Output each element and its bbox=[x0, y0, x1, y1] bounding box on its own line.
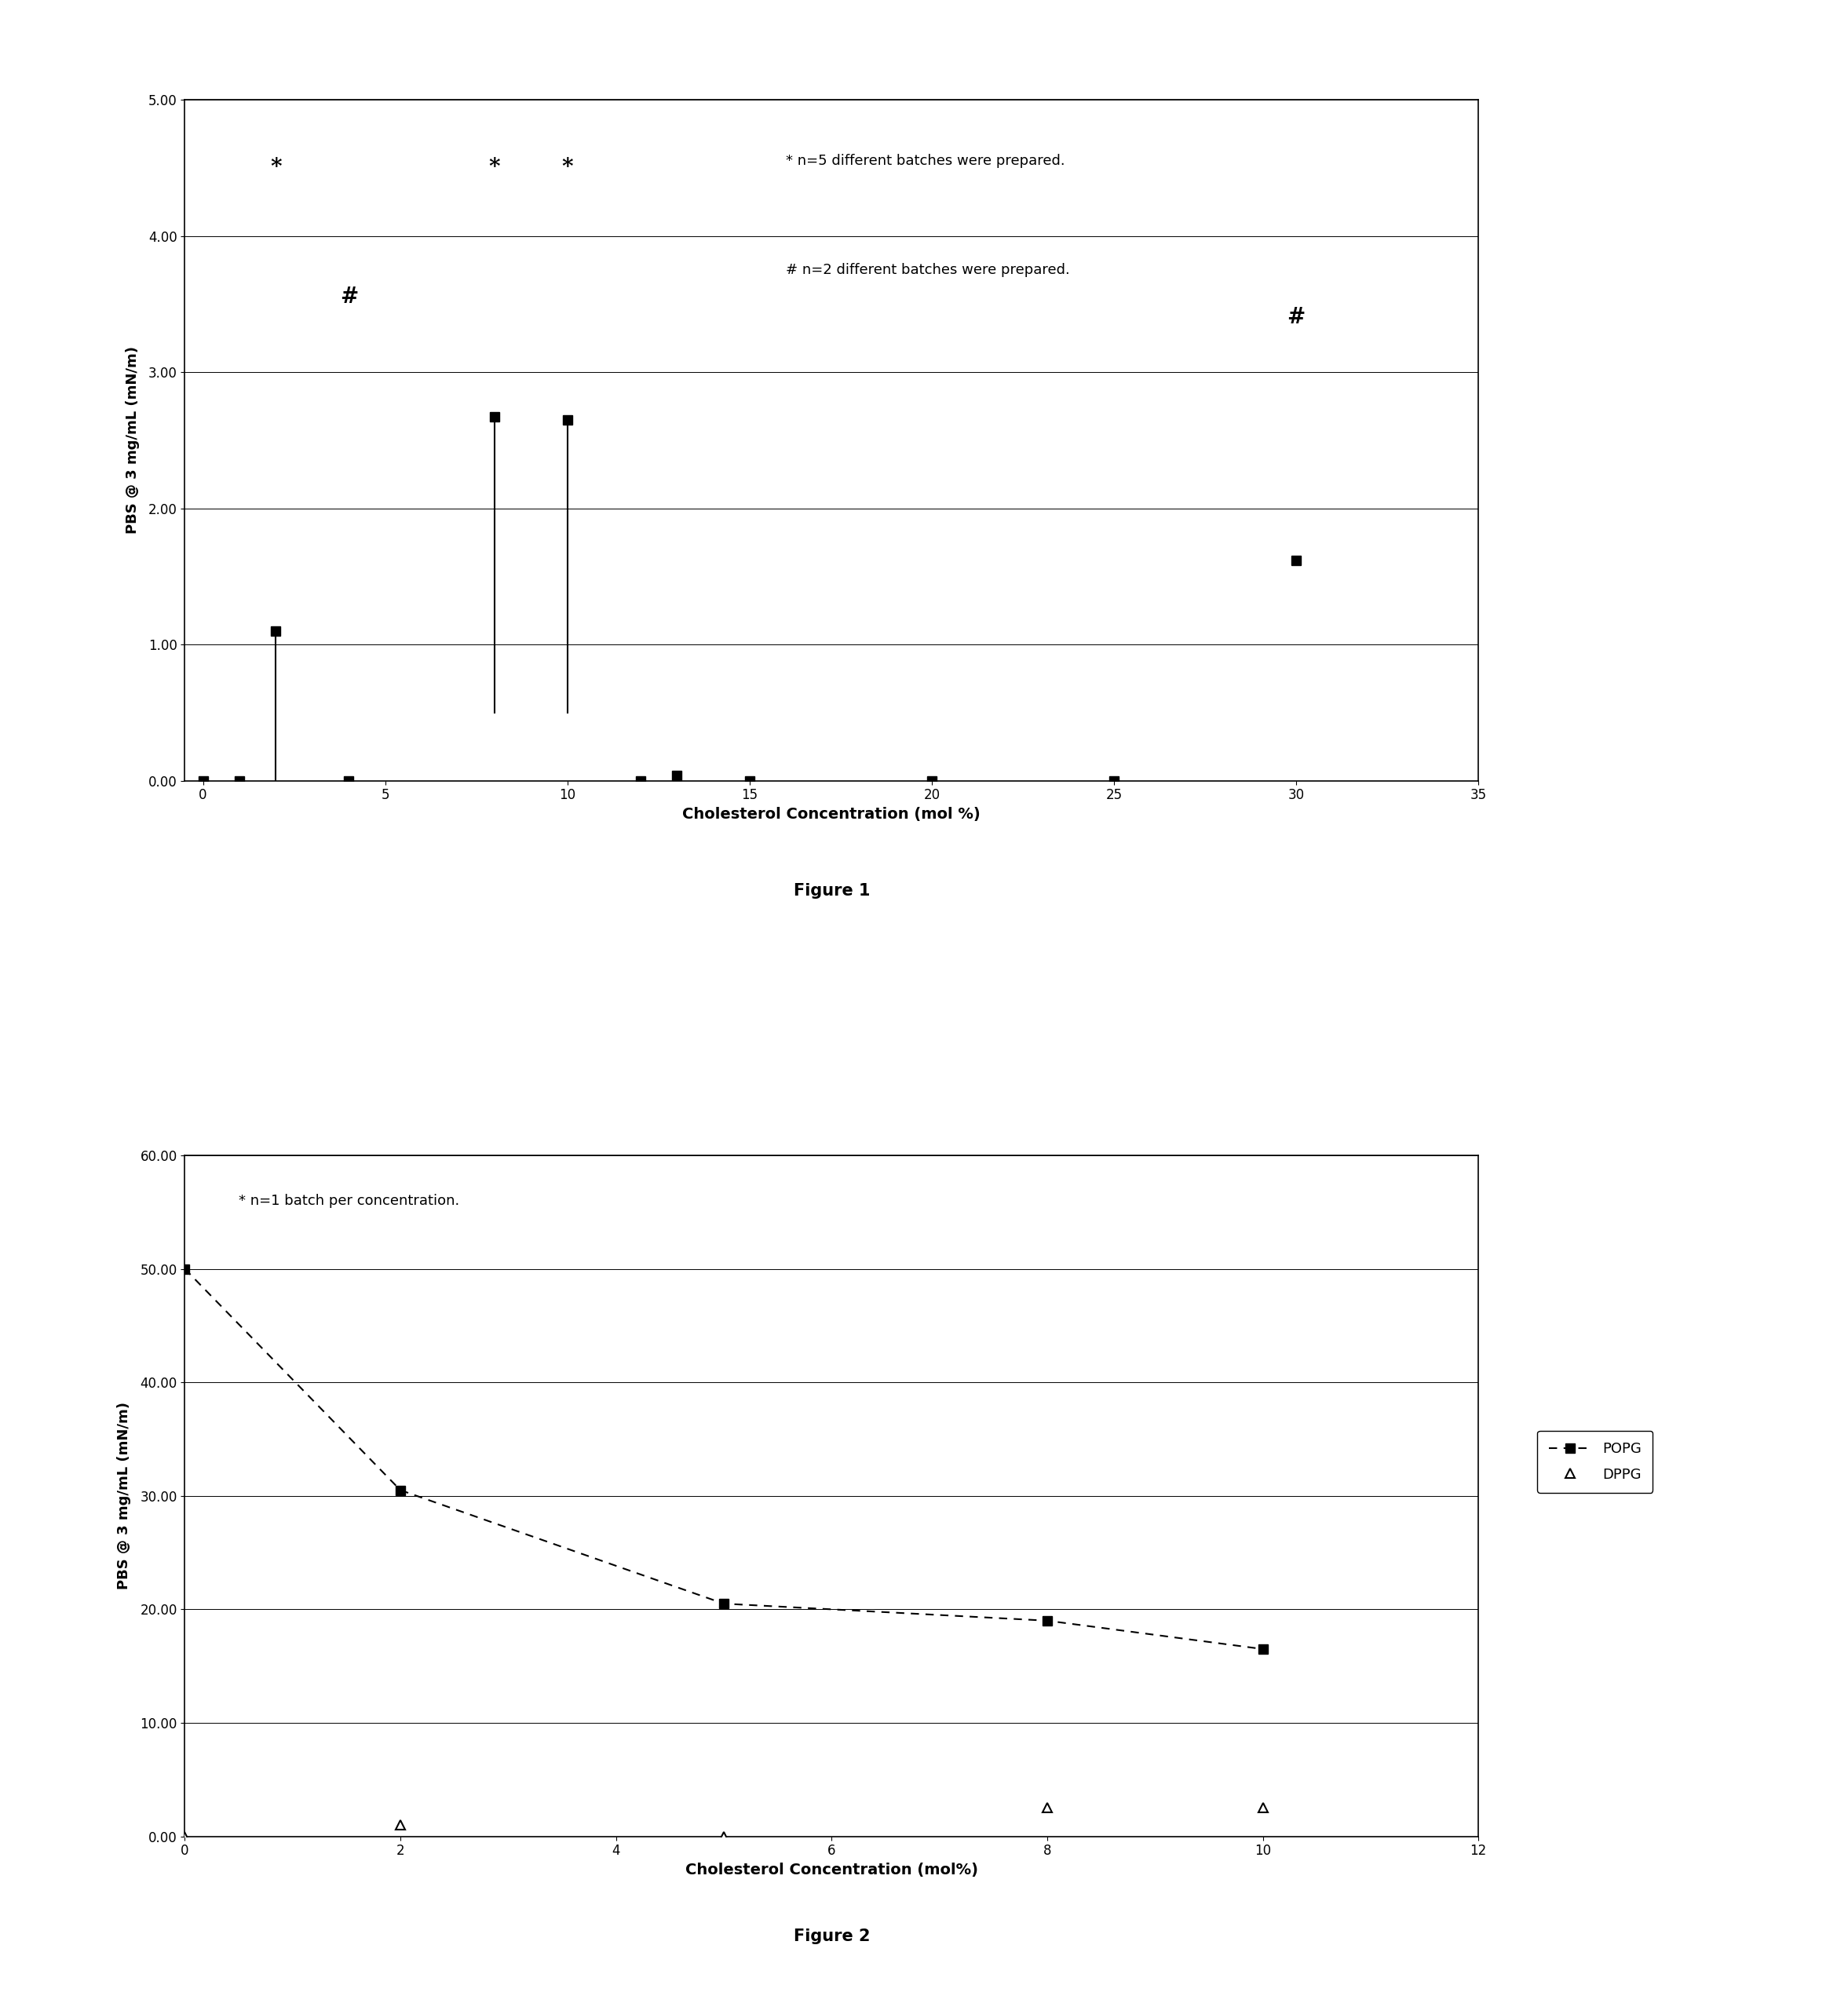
Text: * n=5 different batches were prepared.: * n=5 different batches were prepared. bbox=[785, 154, 1064, 168]
POPG bbox=[390, 1479, 412, 1503]
Line: POPG: POPG bbox=[179, 1263, 1268, 1655]
Y-axis label: PBS @ 3 mg/mL (mN/m): PBS @ 3 mg/mL (mN/m) bbox=[116, 1401, 131, 1589]
X-axis label: Cholesterol Concentration (mol %): Cholesterol Concentration (mol %) bbox=[682, 806, 981, 822]
Text: # n=2 different batches were prepared.: # n=2 different batches were prepared. bbox=[785, 263, 1070, 277]
Line: DPPG: DPPG bbox=[179, 1802, 1268, 1840]
Legend: POPG, DPPG: POPG, DPPG bbox=[1538, 1431, 1652, 1493]
DPPG bbox=[174, 1824, 196, 1848]
DPPG bbox=[713, 1824, 736, 1848]
Text: *: * bbox=[270, 158, 281, 178]
Text: * n=1 batch per concentration.: * n=1 batch per concentration. bbox=[238, 1194, 460, 1208]
POPG bbox=[713, 1591, 736, 1615]
DPPG bbox=[1037, 1796, 1059, 1820]
Text: *: * bbox=[488, 158, 501, 178]
Text: Figure 1: Figure 1 bbox=[793, 882, 870, 898]
Text: #: # bbox=[340, 287, 359, 307]
Text: Figure 2: Figure 2 bbox=[793, 1928, 870, 1944]
Text: *: * bbox=[562, 158, 573, 178]
POPG bbox=[1037, 1609, 1059, 1633]
DPPG bbox=[1251, 1796, 1273, 1820]
Text: #: # bbox=[1286, 307, 1305, 327]
Y-axis label: PBS @ 3 mg/mL (mN/m): PBS @ 3 mg/mL (mN/m) bbox=[126, 347, 139, 535]
X-axis label: Cholesterol Concentration (mol%): Cholesterol Concentration (mol%) bbox=[686, 1862, 978, 1878]
DPPG bbox=[390, 1812, 412, 1836]
POPG bbox=[174, 1257, 196, 1281]
POPG bbox=[1251, 1637, 1273, 1661]
